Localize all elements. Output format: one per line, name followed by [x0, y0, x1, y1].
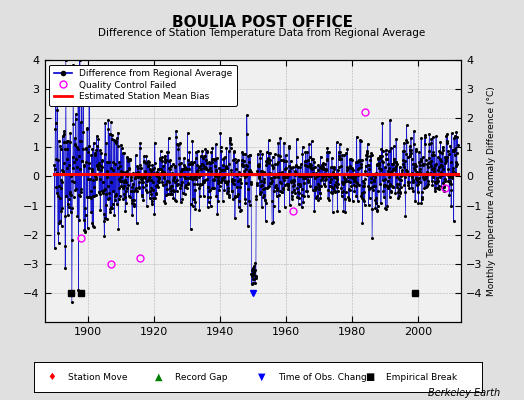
Text: Station Move: Station Move — [68, 372, 127, 382]
Text: Berkeley Earth: Berkeley Earth — [428, 388, 500, 398]
Legend: Difference from Regional Average, Quality Control Failed, Estimated Station Mean: Difference from Regional Average, Qualit… — [49, 64, 237, 106]
Text: ■: ■ — [366, 372, 375, 382]
Y-axis label: Monthly Temperature Anomaly Difference (°C): Monthly Temperature Anomaly Difference (… — [487, 86, 496, 296]
Text: Empirical Break: Empirical Break — [386, 372, 457, 382]
Text: Time of Obs. Change: Time of Obs. Change — [278, 372, 373, 382]
Text: ▼: ▼ — [258, 372, 266, 382]
Text: Difference of Station Temperature Data from Regional Average: Difference of Station Temperature Data f… — [99, 28, 425, 38]
Text: ♦: ♦ — [48, 372, 56, 382]
Text: Record Gap: Record Gap — [175, 372, 228, 382]
Text: ▲: ▲ — [155, 372, 162, 382]
Text: BOULIA POST OFFICE: BOULIA POST OFFICE — [171, 15, 353, 30]
